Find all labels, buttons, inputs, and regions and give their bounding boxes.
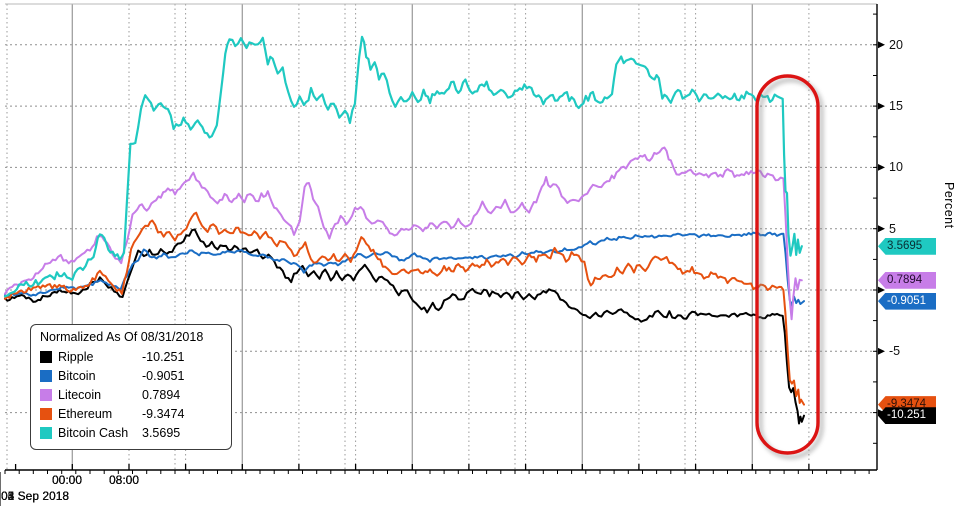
legend-title: Normalized As Of 08/31/2018 (40, 330, 204, 344)
bitcoin-cash-color-swatch (40, 426, 52, 439)
legend-label: Bitcoin Cash (58, 425, 129, 440)
legend-value: 3.5695 (142, 425, 181, 440)
y-tick-arrow (878, 41, 885, 49)
legend-item-bitcoin: Bitcoin -0.9051 (40, 366, 222, 385)
y-axis-title: Percent (942, 182, 956, 229)
y-tick-arrow (878, 286, 885, 294)
series-line-ethereum (4, 211, 805, 406)
legend-value: -0.9051 (142, 368, 185, 383)
legend-value: -10.251 (142, 349, 185, 364)
last-value-badge-litecoin: 0.7894 (878, 271, 936, 289)
time-label: 08:00 (108, 473, 140, 487)
y-tick-label-15: 15 (889, 99, 903, 113)
last-value-badge-bitcoin-cash: 3.5695 (878, 237, 936, 255)
time-label: 00:00 (51, 473, 83, 487)
time-label: 00:00 (51, 473, 83, 487)
time-label: 08:00 (108, 473, 140, 487)
bitcoin-color-swatch (40, 369, 52, 382)
legend-value: -9.3474 (142, 406, 185, 421)
ethereum-color-swatch (40, 407, 52, 420)
y-tick-arrow (878, 164, 885, 171)
time-label: 00:00 (51, 473, 83, 487)
crash-highlight-annotation (755, 74, 820, 455)
legend-item-litecoin: Litecoin 0.7894 (40, 385, 222, 404)
legend-label: Bitcoin (58, 368, 96, 383)
y-tick-label-neg5: -5 (889, 344, 901, 358)
x-axis-day-5: 00:00 08:00 05 Sep 2018 (0, 472, 139, 506)
y-tick-label-10: 10 (889, 160, 903, 174)
legend-label: Ethereum (58, 406, 113, 421)
time-label: 08:00 (108, 473, 140, 487)
last-value-badge-bitcoin: -0.9051 (878, 292, 936, 310)
litecoin-color-swatch (40, 388, 52, 401)
legend-item-ethereum: Ethereum -9.3474 (40, 404, 222, 423)
legend-value: 0.7894 (142, 387, 181, 402)
legend-item-ripple: Ripple -10.251 (40, 347, 222, 366)
y-tick-arrow (878, 347, 885, 355)
series-line-bitcoin (4, 231, 805, 307)
legend-label: Ripple (58, 349, 94, 364)
y-tick-arrow (878, 102, 885, 110)
ripple-color-swatch (40, 350, 52, 363)
last-value-badge-ripple: -10.251 (878, 407, 936, 425)
legend[interactable]: Normalized As Of 08/31/2018 Ripple -10.2… (30, 324, 232, 450)
legend-item-bitcoin-cash: Bitcoin Cash 3.5695 (40, 423, 222, 442)
time-label: 00:00 (51, 473, 83, 487)
series-line-ripple (4, 228, 805, 425)
y-tick-label-5: 5 (889, 222, 896, 236)
legend-label: Litecoin (58, 387, 102, 402)
y-tick-label-20: 20 (889, 38, 903, 52)
y-tick-arrow (878, 225, 885, 233)
time-label: 00:00 (51, 473, 83, 487)
time-label: 08:00 (108, 473, 140, 487)
series-line-bitcoin-cash (3, 35, 803, 298)
time-label: 08:00 (108, 473, 140, 487)
annotation-shadow (758, 77, 824, 460)
series-line-litecoin (4, 146, 803, 321)
